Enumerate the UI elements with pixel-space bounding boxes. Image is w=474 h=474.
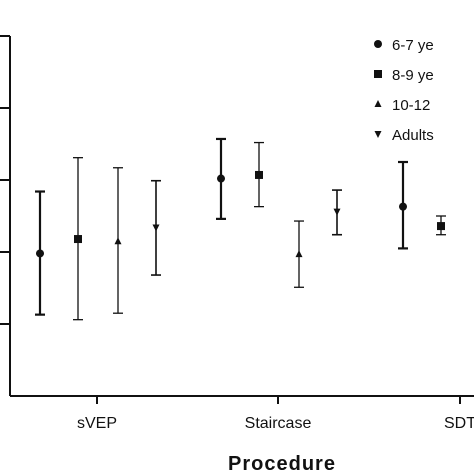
data-point <box>399 202 407 211</box>
series-group <box>113 167 304 314</box>
legend-label: 6-7 ye <box>392 37 434 54</box>
x-tick-label: SDT <box>444 415 474 432</box>
data-point <box>152 224 160 232</box>
x-axis-title: Procedure <box>228 453 336 474</box>
axes: sVEP Staircase SDT <box>0 35 474 432</box>
legend-label: 10-12 <box>392 97 430 114</box>
data-point <box>36 249 44 258</box>
data-point <box>114 237 122 245</box>
legend-marker <box>374 70 382 78</box>
series-group <box>151 179 342 276</box>
legend: 6-7 ye 8-9 ye 10-12 Adults <box>374 37 434 144</box>
legend-label: 8-9 ye <box>392 67 434 84</box>
data-point <box>217 174 225 183</box>
data-point <box>74 235 82 244</box>
legend-marker <box>374 131 382 138</box>
legend-label: Adults <box>392 127 434 144</box>
data-point <box>437 222 445 231</box>
series-group <box>73 141 446 321</box>
data-point <box>255 170 263 179</box>
data-point <box>295 250 303 258</box>
series-layer <box>35 137 446 321</box>
x-tick-label: sVEP <box>77 415 117 432</box>
legend-marker <box>374 100 382 107</box>
legend-marker <box>374 40 382 48</box>
series-group <box>35 137 408 316</box>
x-tick-label: Staircase <box>245 415 312 432</box>
data-point <box>333 208 341 216</box>
